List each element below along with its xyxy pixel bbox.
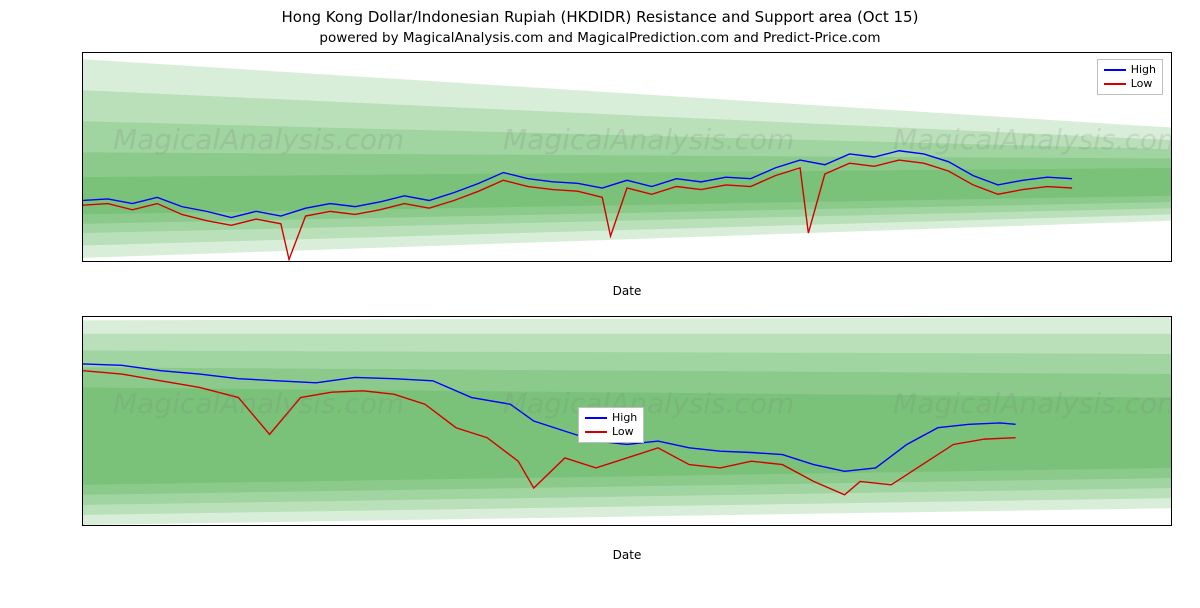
legend: High Low bbox=[1097, 59, 1163, 95]
chart-subtitle: powered by MagicalAnalysis.com and Magic… bbox=[0, 30, 1200, 46]
legend-low-label: Low bbox=[612, 425, 634, 439]
legend-low-label: Low bbox=[1131, 77, 1153, 91]
top-chart-plot: Price MagicalAnalysis.com MagicalAnalysi… bbox=[82, 52, 1172, 262]
legend-high-swatch bbox=[585, 417, 607, 419]
legend-low-swatch bbox=[585, 431, 607, 433]
legend-high-label: High bbox=[612, 411, 637, 425]
x-axis-label: Date bbox=[82, 548, 1172, 562]
bottom-chart-plot: Price MagicalAnalysis.com MagicalAnalysi… bbox=[82, 316, 1172, 526]
legend-low-swatch bbox=[1104, 83, 1126, 85]
chart-title: Hong Kong Dollar/Indonesian Rupiah (HKDI… bbox=[0, 8, 1200, 26]
legend: High Low bbox=[578, 407, 644, 443]
legend-high-swatch bbox=[1104, 69, 1126, 71]
legend-high-label: High bbox=[1131, 63, 1156, 77]
y-ticks: 1800200022002400 bbox=[83, 53, 1171, 261]
x-axis-label: Date bbox=[82, 284, 1172, 298]
